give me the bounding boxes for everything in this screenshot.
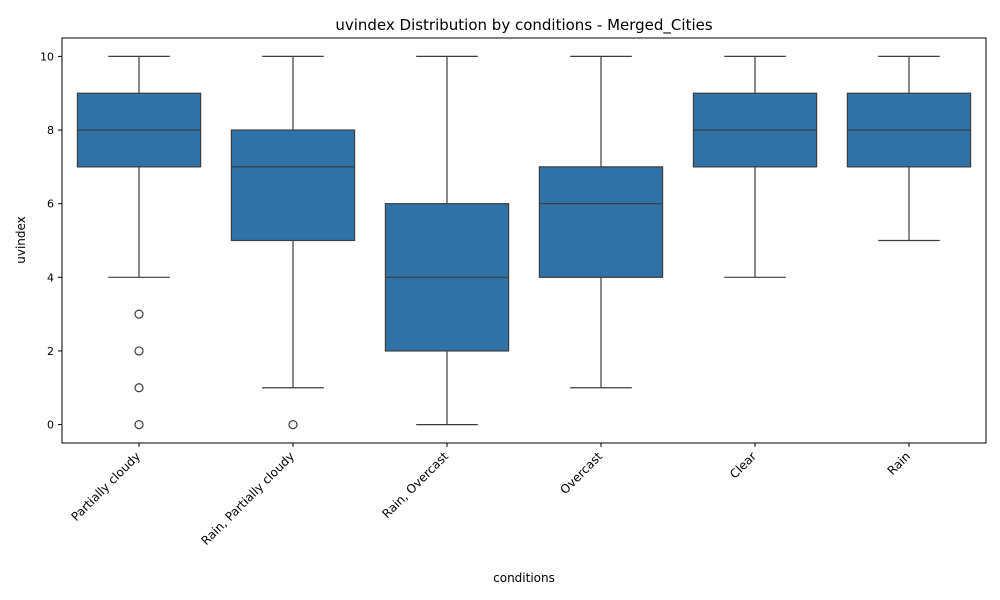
y-tick-label: 0 xyxy=(47,419,54,432)
box-iqr xyxy=(230,129,356,242)
x-tick-label: Rain, Overcast xyxy=(379,449,451,521)
y-tick-label: 8 xyxy=(47,124,54,137)
plot-area: 0 2 4 6 8 10 Partially cloudy Rain, Partially c… xyxy=(40,37,987,548)
x-tick-label: Partially cloudy xyxy=(68,449,143,524)
y-tick-label: 4 xyxy=(47,271,54,284)
outlier-point xyxy=(134,419,144,430)
plot-frame xyxy=(61,37,987,444)
x-tick-label: Rain, Partially cloudy xyxy=(198,449,297,548)
y-tick-label: 2 xyxy=(47,345,54,358)
x-axis-label: conditions xyxy=(493,571,555,585)
x-tick-label: Clear xyxy=(727,449,759,481)
y-tick-label: 10 xyxy=(40,50,54,63)
chart-title: uvindex Distribution by conditions - Mer… xyxy=(335,16,713,35)
y-axis-label: uvindex xyxy=(14,216,28,264)
box-iqr xyxy=(538,166,664,278)
outlier-point xyxy=(288,419,298,430)
x-tick-label: Rain xyxy=(885,449,914,478)
x-tick-label: Overcast xyxy=(557,449,605,497)
outlier-point xyxy=(134,346,144,356)
outlier-point xyxy=(134,383,144,393)
outlier-point xyxy=(134,309,144,319)
y-tick-label: 6 xyxy=(47,198,54,211)
